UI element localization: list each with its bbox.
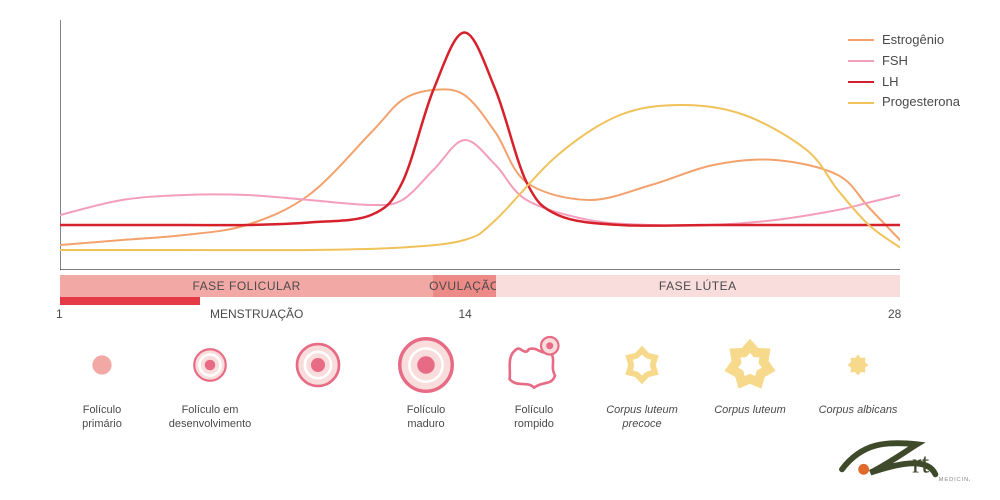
corpus-luteum: Corpus luteum bbox=[698, 330, 802, 460]
foliculo-rompido-icon bbox=[499, 330, 569, 400]
legend: EstrogênioFSHLHProgesterona bbox=[848, 30, 960, 113]
series-progesterona bbox=[60, 105, 900, 250]
xtick-28: 28 bbox=[888, 307, 901, 321]
legend-item-lh: LH bbox=[848, 72, 960, 93]
foliculo-desenv-label: Folículo emdesenvolvimento bbox=[169, 404, 252, 432]
corpus-luteum-precoce-icon bbox=[607, 330, 677, 400]
legend-item-fsh: FSH bbox=[848, 51, 960, 72]
foliculo-desenv-2-icon bbox=[283, 330, 353, 400]
corpus-luteum-precoce: Corpus luteumprecoce bbox=[590, 330, 694, 460]
foliculo-maduro-label: Folículomaduro bbox=[407, 404, 446, 432]
menstruation-label: MENSTRUAÇÃO bbox=[210, 307, 303, 321]
legend-item-progesterona: Progesterona bbox=[848, 92, 960, 113]
legend-label: Estrogênio bbox=[882, 30, 944, 51]
legend-item-estrogenio: Estrogênio bbox=[848, 30, 960, 51]
legend-label: LH bbox=[882, 72, 899, 93]
brand-logo: rt MEDICINA bbox=[837, 436, 970, 486]
xtick-1: 1 bbox=[56, 307, 63, 321]
foliculo-desenv: Folículo emdesenvolvimento bbox=[158, 330, 262, 460]
foliculo-primario-icon bbox=[67, 330, 137, 400]
legend-label: FSH bbox=[882, 51, 908, 72]
legend-swatch bbox=[848, 39, 874, 41]
corpus-albicans-label: Corpus albicans bbox=[819, 404, 898, 418]
legend-swatch bbox=[848, 60, 874, 62]
phase-fase-lútea: FASE LÚTEA bbox=[496, 275, 900, 297]
corpus-albicans-icon bbox=[823, 330, 893, 400]
corpus-luteum-label: Corpus luteum bbox=[714, 404, 786, 418]
phase-bar: FASE FOLICULAROVULAÇÃOFASE LÚTEA bbox=[60, 275, 900, 297]
foliculo-desenv-2 bbox=[266, 330, 370, 460]
phase-fase-folicular: FASE FOLICULAR bbox=[60, 275, 433, 297]
corpus-luteum-icon bbox=[715, 330, 785, 400]
corpus-luteum-precoce-label: Corpus luteumprecoce bbox=[606, 404, 678, 432]
legend-label: Progesterona bbox=[882, 92, 960, 113]
phase-ovulação: OVULAÇÃO bbox=[433, 275, 495, 297]
foliculo-rompido-label: Folículorompido bbox=[514, 404, 554, 432]
foliculo-primario: Folículoprimário bbox=[50, 330, 154, 460]
svg-text:rt: rt bbox=[912, 449, 929, 480]
legend-swatch bbox=[848, 102, 874, 104]
series-fsh bbox=[60, 140, 900, 226]
follicle-row: Folículoprimário Folículo emdesenvolvimen… bbox=[50, 330, 910, 460]
xtick-14: 14 bbox=[458, 307, 471, 321]
foliculo-rompido: Folículorompido bbox=[482, 330, 586, 460]
menstruation-bar bbox=[60, 297, 200, 305]
foliculo-desenv-icon bbox=[175, 330, 245, 400]
legend-swatch bbox=[848, 81, 874, 83]
foliculo-maduro-icon bbox=[391, 330, 461, 400]
series-estrogenio bbox=[60, 89, 900, 245]
hormone-chart bbox=[60, 20, 900, 270]
foliculo-maduro: Folículomaduro bbox=[374, 330, 478, 460]
svg-text:MEDICINA: MEDICINA bbox=[938, 477, 970, 483]
foliculo-primario-label: Folículoprimário bbox=[82, 404, 122, 432]
